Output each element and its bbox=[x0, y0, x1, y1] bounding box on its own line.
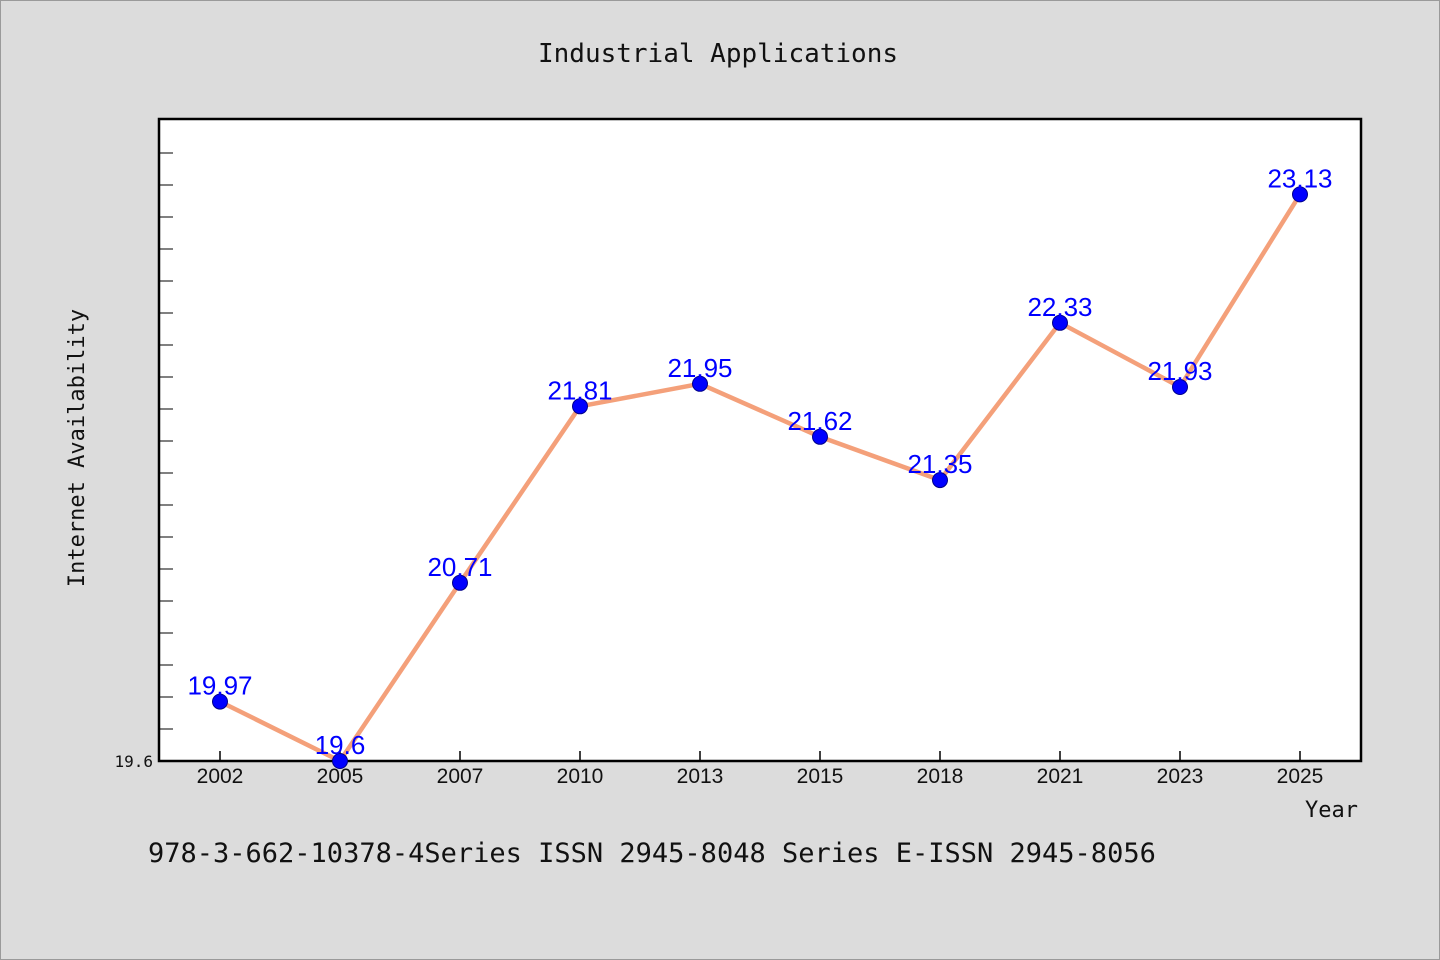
data-label-2013: 21.95 bbox=[667, 353, 732, 383]
data-label-2015: 21.62 bbox=[787, 406, 852, 436]
data-point-2015 bbox=[812, 428, 828, 445]
x-tick-label-2018: 2018 bbox=[917, 765, 964, 788]
data-point-2021 bbox=[1052, 314, 1068, 331]
x-tick-label-2015: 2015 bbox=[797, 765, 844, 788]
y-axis-ticks bbox=[159, 152, 173, 730]
data-label-2010: 21.81 bbox=[547, 375, 612, 405]
y-axis-label: Internet Availability bbox=[65, 309, 90, 587]
y-axis-min-label: 19.6 bbox=[114, 752, 153, 771]
data-label-2005: 19.6 bbox=[315, 730, 366, 760]
data-point-2002 bbox=[212, 693, 228, 710]
x-tick-label-2021: 2021 bbox=[1037, 765, 1084, 788]
data-markers bbox=[212, 186, 1308, 769]
data-label-2018: 21.35 bbox=[907, 449, 972, 479]
x-tick-label-2002: 2002 bbox=[197, 765, 244, 788]
data-point-2023 bbox=[1172, 379, 1188, 395]
data-point-2005 bbox=[332, 753, 348, 769]
chart-title: Industrial Applications bbox=[538, 39, 898, 69]
x-tick-label-2010: 2010 bbox=[557, 765, 604, 788]
data-labels: 19.97 19.6 20.71 21.81 21.95 21.62 21.35 22.33 2… bbox=[187, 163, 1332, 760]
x-tick-label-2013: 2013 bbox=[677, 765, 724, 788]
x-tick-label-2023: 2023 bbox=[1157, 765, 1204, 788]
x-tick-label-2025: 2025 bbox=[1277, 765, 1324, 788]
plot-area bbox=[157, 117, 1363, 763]
x-tick-label-2005: 2005 bbox=[317, 765, 364, 788]
data-point-2018 bbox=[932, 472, 948, 489]
data-point-2007 bbox=[452, 574, 468, 591]
data-label-2021: 22.33 bbox=[1027, 292, 1092, 322]
footer-isbn-text: 978-3-662-10378-4Series ISSN 2945-8048 S… bbox=[148, 838, 1156, 869]
data-point-2013 bbox=[692, 375, 708, 392]
data-label-2025: 23.13 bbox=[1267, 163, 1332, 193]
data-label-2007: 20.71 bbox=[427, 552, 492, 582]
series-line bbox=[217, 192, 1303, 764]
data-point-2025 bbox=[1292, 186, 1308, 203]
x-axis-label: Year bbox=[1305, 798, 1358, 823]
data-point-2010 bbox=[572, 398, 588, 415]
x-tick-label-2007: 2007 bbox=[437, 765, 484, 788]
data-label-2023: 21.93 bbox=[1147, 356, 1212, 386]
data-label-2002: 19.97 bbox=[187, 671, 252, 701]
x-axis-ticks: 2002 2005 2007 2010 2013 2015 2018 2021 2023 2025 bbox=[197, 751, 1324, 788]
